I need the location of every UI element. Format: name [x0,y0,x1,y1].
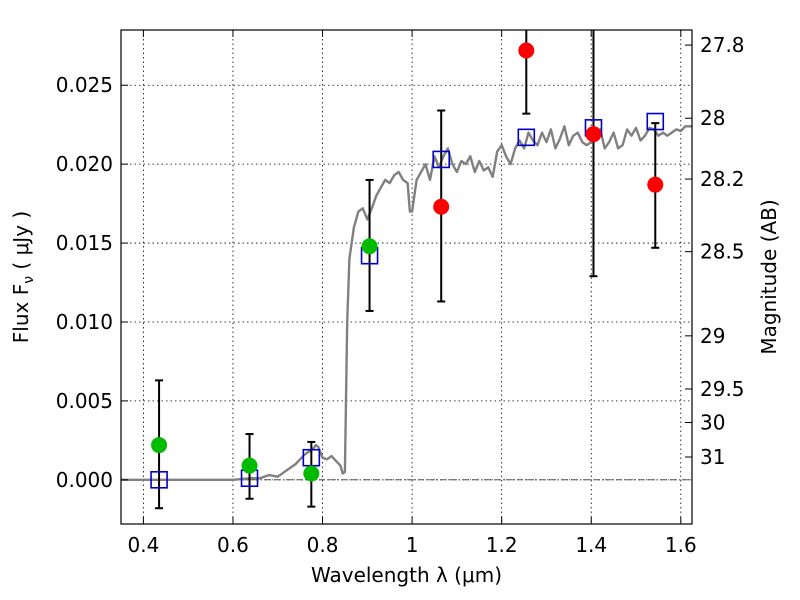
model-point [517,128,536,147]
axis-ticks: 0.4 0.6 0.8 1 1.2 1.4 1.6 0.000 0.005 0.010 0.015 0… [56,30,745,557]
x-tick-label: 0.4 [127,533,159,557]
y-tick-label: 0.000 [56,468,113,492]
x-tick-label: 1.2 [486,533,518,557]
x-tick-label: 0.6 [217,533,249,557]
y-axis-label-unit: ( μJy ) [9,211,33,276]
model-point [646,112,665,131]
right-axis-label: Magnitude (AB) [757,199,781,354]
mag-tick-label: 30 [700,411,725,435]
grid-lines [121,30,692,524]
y-tick-label: 0.025 [56,73,113,97]
mag-tick-label: 31 [700,445,725,469]
y-axis-label: Flux Fν ( μJy ) [9,211,37,343]
detection-point [303,465,320,482]
template-spectrum-line [121,125,692,481]
x-tick-label: 0.8 [307,533,339,557]
detection-point [151,437,168,454]
y-tick-label: 0.005 [56,389,113,413]
mag-tick-label: 28.2 [700,167,745,191]
mag-tick-label: 27.8 [700,33,745,57]
x-tick-label: 1.4 [575,533,607,557]
mag-tick-label: 29 [700,324,725,348]
plot-frame [120,29,693,525]
y-tick-label: 0.010 [56,310,113,334]
mag-tick-label: 28.5 [700,240,745,264]
detection-point [241,457,258,474]
mag-tick-label: 29.5 [700,377,745,401]
model-point [150,471,168,489]
plot-area [121,30,692,510]
x-tick-label: 1.6 [665,533,697,557]
y-axis-label-main: Flux F [9,284,33,343]
detection-point [361,238,378,255]
x-axis-label: Wavelength λ (μm) [311,563,502,587]
upper-point [647,176,664,193]
x-tick-label: 1 [406,533,419,557]
model-point [432,150,451,169]
upper-point [585,126,602,143]
upper-point [518,42,535,59]
y-axis-label-sub: ν [21,276,37,284]
mag-tick-label: 28 [700,106,725,130]
upper-point [433,198,450,215]
y-tick-label: 0.015 [56,231,113,255]
y-tick-label: 0.020 [56,152,113,176]
